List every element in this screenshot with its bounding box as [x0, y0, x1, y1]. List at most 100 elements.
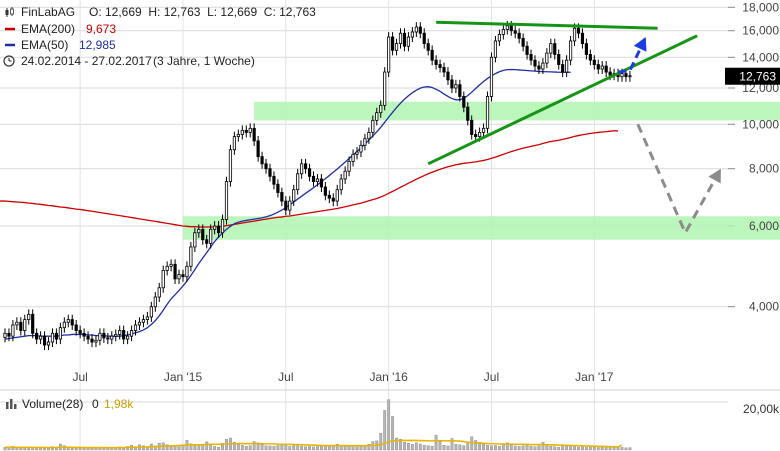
volume-bar [252, 441, 256, 451]
annotations [427, 20, 723, 237]
candle-down [260, 156, 264, 165]
volume-bar [497, 445, 501, 451]
candle-up [46, 341, 51, 346]
candle-down [446, 71, 450, 81]
projection-up-path [617, 36, 648, 74]
candle-up [58, 327, 62, 340]
instrument-name: FinLabAG [21, 5, 75, 19]
candle-down [102, 332, 106, 339]
candle-up [367, 132, 371, 140]
volume-bar [189, 443, 193, 451]
volume-bar [304, 446, 308, 451]
candlesticks [3, 20, 632, 351]
candle-down [86, 335, 90, 340]
volume-bar [43, 447, 46, 451]
volume-bar [391, 416, 395, 451]
candle-down [402, 32, 407, 47]
volume-bar [395, 437, 398, 451]
candle-up [406, 36, 411, 47]
candle-up [288, 200, 292, 211]
volume-bar [70, 447, 74, 451]
candle-up [565, 59, 569, 73]
candle-up [541, 62, 545, 70]
volume-bar [240, 445, 244, 451]
volume-bar [490, 445, 493, 451]
volume-bar [7, 447, 11, 451]
candle-up [387, 36, 391, 73]
support-zone [182, 216, 780, 240]
price-tick-label: 8,000 [749, 162, 779, 176]
candle-down [470, 119, 474, 135]
volume-bar [284, 445, 288, 451]
volume-bar [319, 445, 323, 451]
trendline [427, 34, 698, 166]
volume-legend: Volume(28) 0 1,98k 20,00k [6, 397, 780, 416]
volume-bar [248, 445, 252, 451]
candle-up [94, 339, 98, 343]
candle-down [557, 54, 561, 65]
candle-up [485, 96, 490, 129]
volume-bar [509, 444, 513, 451]
volume-bar [462, 445, 466, 451]
ohlc-values: O: 12,669 H: 12,763 L: 12,669 C: 12,763 [89, 5, 316, 19]
volume-bar [434, 434, 438, 451]
candle-down [201, 228, 205, 241]
candle-down [438, 64, 442, 68]
candle-up [141, 319, 146, 323]
candle-down [592, 59, 596, 65]
candle-down [426, 43, 430, 51]
volume-bar [31, 448, 35, 451]
volume-bar [260, 444, 264, 451]
volume-bar [513, 445, 517, 451]
candle-down [604, 65, 608, 73]
projection-up-arrowhead [633, 37, 647, 52]
candle-down [442, 67, 446, 73]
clock-icon [3, 55, 15, 67]
volume-bar [557, 446, 561, 451]
candle-down [7, 332, 11, 337]
volume-bar [525, 444, 529, 451]
candle-up [15, 321, 19, 326]
volume-bar [82, 448, 86, 451]
volume-bar [628, 447, 632, 451]
candle-up [375, 112, 379, 121]
candle-up [398, 32, 403, 44]
volume-bar [264, 445, 268, 451]
candle-up [114, 334, 118, 337]
candle-down [474, 134, 478, 138]
candle-up [27, 313, 31, 320]
candle-down [268, 168, 272, 177]
volume-bar [426, 445, 430, 451]
volume-bar [529, 445, 533, 451]
price-tick-label: 10,000 [742, 117, 779, 131]
candle-down [533, 59, 537, 67]
candle-up [363, 138, 367, 146]
ema200-label: EMA(200) [21, 22, 75, 36]
volume-bar [347, 446, 351, 451]
candle-down [205, 239, 209, 244]
volume-bar [561, 446, 565, 451]
candle-up [339, 178, 343, 191]
projection-down-path [636, 123, 723, 237]
candle-down [458, 84, 462, 97]
volume-bar [458, 444, 462, 451]
candle-down [327, 194, 331, 199]
candle-down [284, 200, 288, 211]
volume-bar [165, 444, 169, 451]
volume-bar [406, 443, 410, 451]
candle-down [42, 335, 47, 346]
volume-bar [193, 445, 197, 451]
volume-bar [588, 446, 592, 451]
volume-bar [584, 447, 588, 451]
volume-bar [620, 447, 624, 451]
volume-bar [177, 446, 181, 451]
last-price-value: 12,763 [739, 70, 776, 84]
candle-up [489, 56, 494, 97]
candle-up [62, 321, 66, 329]
volume-bar [236, 444, 240, 451]
chart-legend: FinLabAG O: 12,669 H: 12,763 L: 12,669 C… [3, 5, 316, 68]
price-tick-label: 4,000 [749, 300, 779, 314]
candle-up [600, 65, 604, 70]
volume-bar [600, 446, 604, 451]
volume-bar [521, 445, 525, 451]
